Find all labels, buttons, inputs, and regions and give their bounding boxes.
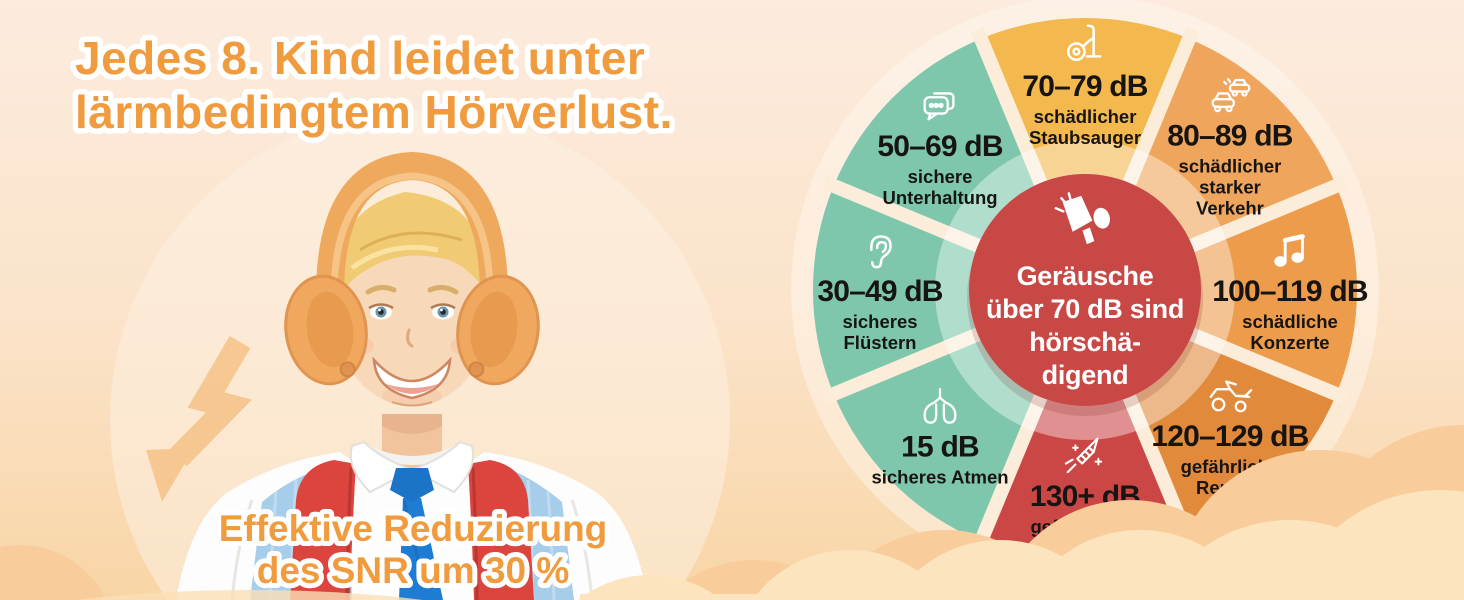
cloud-front-layer (578, 490, 1464, 600)
segment-range: 80–89 dB (1167, 119, 1293, 153)
backpack-straps (290, 460, 534, 600)
wheel-center-text: hörschä- (1029, 327, 1141, 357)
wheel-segment (813, 185, 978, 395)
segment-chat-bubbles: 50–69 dB sichere Unterhaltung (844, 82, 1036, 208)
wheel-center: Geräusche über 70 dB sind hörschä- digen… (959, 192, 1211, 392)
wheel-segment (833, 334, 1041, 542)
lungs-icon (844, 382, 1036, 428)
segment-range: 70–79 dB (1022, 69, 1148, 103)
wheel-graphic (791, 0, 1379, 584)
wheel-center-text: digend (1041, 359, 1129, 390)
headphones (284, 151, 540, 386)
wheel-segment (980, 18, 1190, 183)
wheel-segment (833, 38, 1041, 246)
segment-ear: 30–49 dB sicheres Flüstern (784, 227, 976, 353)
wheel-center-text: Geräusche (1016, 261, 1154, 292)
race-kart-icon (1134, 372, 1326, 418)
segment-range: 120–129 dB (1151, 419, 1309, 453)
segment-label: sicheres Atmen (871, 466, 1009, 488)
collar (349, 440, 475, 494)
ear-icon (784, 227, 976, 273)
segment-label: schädlicher Staubsauger (1028, 105, 1142, 148)
chat-bubbles-icon (844, 82, 1036, 128)
cars-icon (1134, 71, 1326, 117)
segment-range: 15 dB (901, 430, 980, 464)
segment-cars: 80–89 dB schädlicher starker Verkehr (1134, 71, 1326, 219)
segment-range: 100–119 dB (1212, 274, 1368, 308)
wheel-segment (1129, 38, 1337, 246)
child-photo (176, 151, 648, 600)
wheel-center-text: über 70 dB sind (985, 294, 1185, 325)
wheel-segment (1192, 185, 1357, 395)
segment-range: 30–49 dB (817, 274, 943, 308)
music-note-icon (1194, 227, 1386, 273)
segment-lungs: 15 dB sicheres Atmen (844, 382, 1036, 487)
segment-label: schädliche Konzerte (1242, 310, 1338, 353)
megaphone-icon (959, 192, 1211, 254)
segment-label: sicheres Flüstern (842, 310, 918, 353)
wheel-segment (1129, 334, 1337, 542)
segment-vacuum-cleaner: 70–79 dB schädlicher Staubsauger (989, 22, 1181, 148)
firework-icon (989, 432, 1181, 478)
decibel-wheel: 70–79 dB schädlicher Staubsauger 80–89 dB sc… (775, 0, 1395, 600)
segment-range: 50–69 dB (877, 129, 1003, 163)
trend-arrow (146, 335, 253, 502)
segment-music-note: 100–119 dB schädliche Konzerte (1194, 227, 1386, 353)
segment-label: sichere Unterhaltung (882, 165, 998, 209)
segment-label: schädlicher starker Verkehr (1178, 155, 1282, 219)
vacuum-cleaner-icon (989, 22, 1181, 68)
tie (390, 468, 443, 600)
